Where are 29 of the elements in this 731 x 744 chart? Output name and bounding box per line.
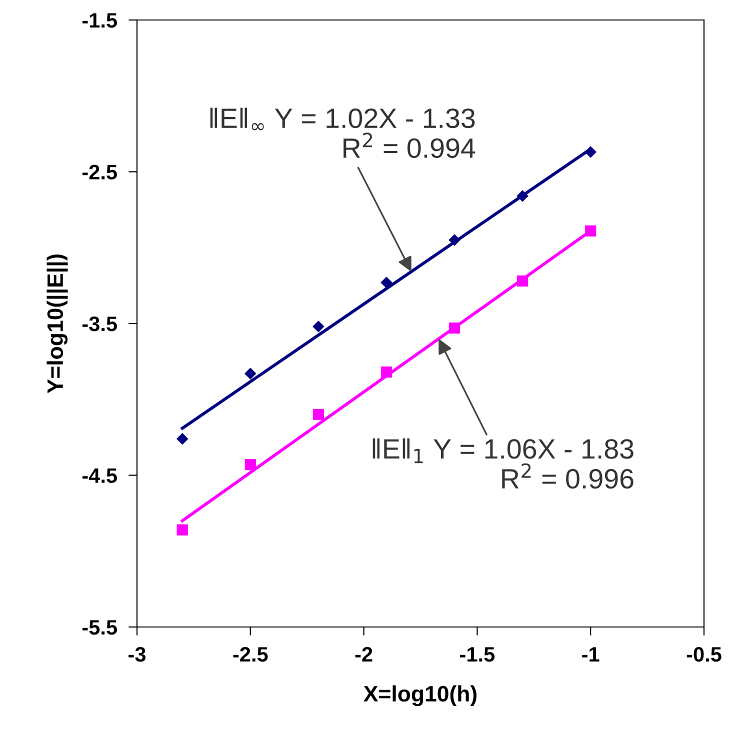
- x-tick-label: -1.5: [460, 647, 495, 662]
- point: [312, 320, 324, 332]
- point: [244, 368, 256, 380]
- point: [176, 432, 188, 445]
- point: [244, 459, 256, 470]
- point: [380, 366, 392, 378]
- point: [585, 225, 596, 236]
- y-axis-title: Y=log10(||E||): [46, 254, 68, 394]
- x-tick-label: -1: [582, 647, 600, 662]
- y-tick-label: -3.5: [82, 316, 117, 332]
- point: [584, 146, 596, 158]
- x-tick-label: -0.5: [686, 646, 722, 662]
- x-axis-title: X=log10(h): [364, 685, 477, 706]
- point: [448, 322, 460, 334]
- point: [380, 276, 392, 288]
- point: [312, 408, 324, 420]
- y-tick-label: -5.5: [82, 620, 117, 635]
- x-tick-label: -2: [355, 646, 372, 662]
- point: [517, 275, 528, 287]
- point: [516, 190, 528, 202]
- x-tick-label: -2.5: [233, 646, 268, 662]
- y-tick-label: -2.5: [82, 164, 117, 180]
- point: [176, 524, 188, 536]
- x-tick-label: -3: [128, 646, 146, 662]
- point: [448, 234, 460, 246]
- y-tick-label: -4.5: [82, 468, 117, 484]
- y-tick-label: -1.5: [82, 13, 117, 28]
- annotation: ‖E‖$_{1}$ Y = 1.06X - 1.83 R$^{2}$ = 0.996: [372, 438, 634, 489]
- annotation: ‖E‖$_{∞}$ Y = 1.02X - 1.33 R$^{2}$ = 0.994: [210, 108, 476, 158]
